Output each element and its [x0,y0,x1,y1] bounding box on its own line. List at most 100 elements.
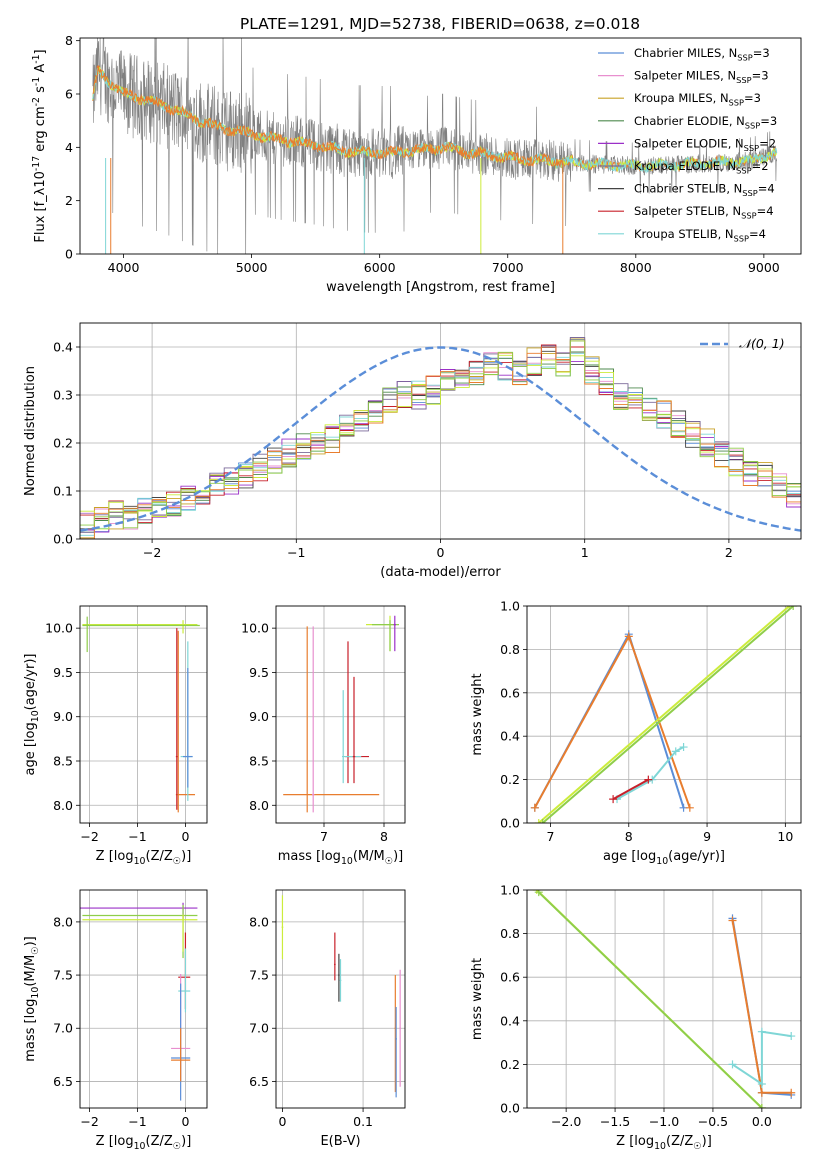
y-tick-label: 0.4 [53,340,73,355]
x-tick-label: 1 [581,545,589,560]
axes-frame [79,605,208,824]
y-axis-label: Normed distribution [23,366,38,496]
y-tick-label: 10.0 [241,621,269,636]
x-tick-label: 6000 [364,260,396,275]
y-tick-label: 0.3 [53,388,73,403]
legend-entry: Salpeter ELODIE, NSSP​=2 [634,136,776,152]
y-tick-label: 0.0 [53,532,73,547]
y-tick-label: 9.5 [53,665,73,680]
x-axis-label: Z [log10​(Z/Z☉​)] [96,1134,192,1152]
plot-area [80,337,801,539]
y-axis-label: mass weight [470,673,485,755]
y-tick-label: 2 [65,193,73,208]
mass-vs-ebv-panel: 0 0.1 6.5 7.0 7.5 8.0 E(B-V) [249,889,406,1149]
x-axis-label: Z [log10​(Z/Z☉​)] [616,1134,712,1152]
plot-area [80,902,198,1101]
residual-histogram-series [80,340,801,529]
x-tick-label: 0 [437,545,445,560]
residual-histogram-series [80,354,801,530]
plot-area [281,895,401,1098]
y-tick-label: 0.8 [500,642,520,657]
legend-entry: Kroupa ELODIE, NSSP​=2 [634,159,769,175]
mass-weight-point [787,1032,796,1041]
model-spectrum-line [92,65,563,168]
y-axis-label: Flux [f_λ10-17​ erg cm-2​ s-1​ A-1​] [31,49,48,242]
axes-frame [275,605,406,824]
y-tick-label: 0.0 [500,1101,520,1116]
y-tick-label: 7.0 [249,1021,269,1036]
mass-weight-point [644,775,653,784]
y-tick-label: 7.0 [53,1021,73,1036]
plot-area [530,606,798,823]
y-tick-label: 8.0 [249,914,269,929]
figure-title: PLATE=1291, MJD=52738, FIBERID=0638, z=0… [240,15,640,33]
y-tick-label: 6.5 [53,1074,73,1089]
x-tick-label: 0.1 [353,1114,373,1129]
mass-weight-line [538,891,763,1108]
x-tick-label: 8 [625,829,633,844]
mass-vs-metallicity-panel: −2 −1 0 6.5 7.0 7.5 8.0 Z [log10​(Z/Z☉​)] mass [… [23,889,208,1152]
x-tick-label: 0 [181,1114,189,1129]
x-axis-label: mass [log10​(M/M☉​)] [278,849,404,867]
y-axis-label: mass weight [470,958,485,1040]
x-tick-label: 0 [278,1114,286,1129]
axes-frame [275,889,406,1109]
residual-histogram-series [80,340,801,539]
mass-weight-point [671,747,680,756]
x-tick-label: 5000 [236,260,268,275]
y-tick-label: 0.2 [53,436,73,451]
y-tick-label: 8.5 [53,754,73,769]
x-tick-label: 7000 [492,260,524,275]
mass-weight-point [624,632,633,641]
legend-entry: Salpeter STELIB, NSSP​=4 [634,204,774,220]
legend-entry: Kroupa MILES, NSSP​=3 [634,91,761,107]
legend-entry: Chabrier ELODIE, NSSP​=3 [634,114,777,130]
x-tick-label: 8000 [620,260,652,275]
y-tick-label: 8 [65,33,73,48]
x-tick-label: 4000 [108,260,140,275]
x-tick-label: 0 [181,829,189,844]
mass-weight-line [731,1030,792,1086]
x-axis-label: wavelength [Angstrom, rest frame] [326,280,555,295]
mass-weight-point [757,1027,766,1036]
y-tick-label: 8.0 [249,798,269,813]
mass-weight-line [612,778,649,800]
x-axis-label: Z [log10​(Z/Z☉​)] [96,849,192,867]
y-tick-label: 0 [65,247,73,262]
x-tick-label: −2 [143,545,161,560]
mass-weight-vs-metallicity-panel: −2.0 −1.5 −1.0 −0.5 0.0 0.0 0.2 0.4 0.6 0.8 1.0 Z [… [470,883,802,1152]
legend-entry: 𝒩(0, 1) [739,336,785,351]
y-tick-label: 0.2 [500,772,520,787]
mass-weight-line [538,606,790,823]
x-axis-label: (data-model)/error [380,565,501,580]
x-tick-label: 10 [777,829,793,844]
y-axis-label: age [log10​(age/yr)] [23,654,41,776]
y-tick-label: 10.0 [45,621,73,636]
x-tick-label: −1 [128,1114,146,1129]
x-tick-label: −2 [80,829,98,844]
y-tick-label: 6.5 [249,1074,269,1089]
x-tick-label: −1 [128,829,146,844]
x-tick-label: 9000 [748,260,780,275]
y-tick-label: 8.0 [53,914,73,929]
mass-weight-point [609,795,618,804]
y-tick-label: 9.0 [249,709,269,724]
data-spectrum [92,38,777,254]
x-tick-label: 9 [703,829,711,844]
mass-weight-point [789,606,798,610]
x-axis-label: E(B-V) [320,1134,360,1149]
plot-area [532,890,796,1108]
mass-weight-point [787,1088,796,1097]
x-tick-label: −1 [287,545,305,560]
legend-entry: Kroupa STELIB, NSSP​=4 [634,227,766,243]
mass-weight-vs-age-panel: 7 8 9 10 0.0 0.2 0.4 0.6 0.8 1.0 age [log10​(age/y… [470,599,802,867]
y-tick-label: 1.0 [500,599,520,614]
y-tick-label: 7.5 [249,968,269,983]
mass-weight-point [757,1104,766,1108]
spectrum-panel: 4000 5000 6000 7000 8000 9000 0 2 4 6 8 wavelength … [31,33,802,295]
mass-weight-line [616,746,685,800]
y-tick-label: 8.0 [53,798,73,813]
mass-weight-point [728,1060,737,1069]
y-tick-label: 9.0 [53,709,73,724]
model-spectrum-line [92,67,778,174]
